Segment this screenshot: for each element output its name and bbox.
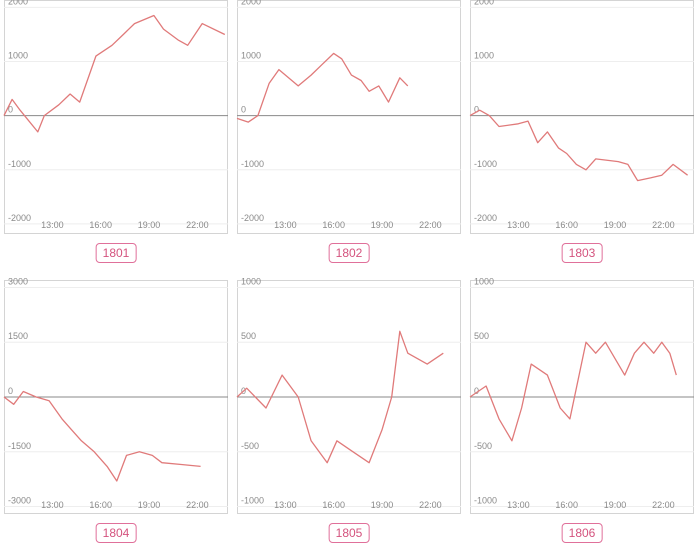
x-tick-label: 22:00 <box>419 220 442 230</box>
chart-panel-1802: 2000 1000 0 -1000 -2000 13:00 16:00 19:00 22:00 … <box>236 0 461 279</box>
y-tick-label: 0 <box>8 386 13 396</box>
x-tick-label: 19:00 <box>138 220 161 230</box>
y-tick-label: -2000 <box>474 213 497 223</box>
y-tick-label: 0 <box>241 105 246 115</box>
y-tick-label: 2000 <box>241 0 261 6</box>
chart-panel-1806: 1000 500 0 -500 -1000 13:00 16:00 19:00 22:00 18… <box>469 276 694 559</box>
chart-label-1805[interactable]: 1805 <box>328 523 370 543</box>
x-tick-label: 13:00 <box>41 220 64 230</box>
x-tick-label: 19:00 <box>138 500 161 510</box>
y-tick-label: 3000 <box>8 276 28 286</box>
x-tick-label: 19:00 <box>604 220 627 230</box>
x-tick-label: 22:00 <box>652 220 675 230</box>
y-tick-label: 1000 <box>474 51 494 61</box>
series-line <box>3 14 226 133</box>
y-tick-label: -1000 <box>241 159 264 169</box>
y-tick-label: 1000 <box>241 276 261 286</box>
series-line <box>3 390 201 482</box>
y-tick-label: -1000 <box>241 496 264 506</box>
x-tick-label: 22:00 <box>652 500 675 510</box>
y-tick-label: -3000 <box>8 496 31 506</box>
x-tick-label: 19:00 <box>371 220 394 230</box>
plot-frame <box>470 0 694 234</box>
chart-panel-1801: 2000 1000 0 -1000 -2000 13:00 16:00 19:00 22:00 … <box>3 0 228 279</box>
x-tick-label: 22:00 <box>419 500 442 510</box>
chart-panel-1805: 1000 500 0 -500 -1000 13:00 16:00 19:00 22:00 18… <box>236 276 461 559</box>
y-tick-label: 0 <box>474 386 479 396</box>
y-tick-label: 500 <box>241 331 256 341</box>
x-tick-label: 13:00 <box>274 220 297 230</box>
x-tick-label: 13:00 <box>507 500 530 510</box>
plot-frame <box>4 0 228 234</box>
x-tick-label: 22:00 <box>186 500 209 510</box>
y-tick-label: 1000 <box>241 51 261 61</box>
series-line <box>469 341 677 442</box>
x-tick-label: 22:00 <box>186 220 209 230</box>
chart-panel-1803: 2000 1000 0 -1000 -2000 13:00 16:00 19:00 22:00 … <box>469 0 694 279</box>
chart-label-1802[interactable]: 1802 <box>328 243 370 263</box>
x-tick-label: 16:00 <box>322 500 345 510</box>
y-tick-label: 0 <box>8 105 13 115</box>
x-tick-label: 16:00 <box>555 220 578 230</box>
chart-label-1804[interactable]: 1804 <box>95 523 137 543</box>
chart-label-1803[interactable]: 1803 <box>561 243 603 263</box>
x-tick-label: 16:00 <box>89 220 112 230</box>
chart-label-1801[interactable]: 1801 <box>95 243 137 263</box>
x-tick-label: 16:00 <box>555 500 578 510</box>
chart-panel-1804: 3000 1500 0 -1500 -3000 13:00 16:00 19:00 22:00 … <box>3 276 228 559</box>
y-tick-label: 2000 <box>474 0 494 6</box>
x-tick-label: 16:00 <box>89 500 112 510</box>
y-tick-label: -1500 <box>8 441 31 451</box>
y-tick-label: 1000 <box>474 276 494 286</box>
y-tick-label: -1000 <box>474 496 497 506</box>
y-tick-label: 1500 <box>8 331 28 341</box>
plot-frame <box>237 0 461 234</box>
plot-area: 2000 1000 0 -1000 -2000 13:00 16:00 19:00 22:00 <box>3 0 228 230</box>
y-tick-label: -1000 <box>8 159 31 169</box>
plot-area: 2000 1000 0 -1000 -2000 13:00 16:00 19:00 22:00 <box>236 0 461 230</box>
y-tick-label: 0 <box>474 105 479 115</box>
series-line <box>236 52 409 123</box>
plot-area: 3000 1500 0 -1500 -3000 13:00 16:00 19:00 22:00 <box>3 276 228 510</box>
series-line <box>236 330 444 464</box>
x-tick-label: 13:00 <box>41 500 64 510</box>
x-tick-label: 16:00 <box>322 220 345 230</box>
x-tick-label: 13:00 <box>274 500 297 510</box>
series-line <box>469 109 688 182</box>
y-tick-label: -500 <box>474 441 492 451</box>
chart-label-1806[interactable]: 1806 <box>561 523 603 543</box>
x-tick-label: 19:00 <box>604 500 627 510</box>
y-tick-label: -1000 <box>474 159 497 169</box>
y-tick-label: -2000 <box>241 213 264 223</box>
plot-area: 2000 1000 0 -1000 -2000 13:00 16:00 19:00 22:00 <box>469 0 694 230</box>
plot-area: 1000 500 0 -500 -1000 13:00 16:00 19:00 22:00 <box>469 276 694 510</box>
y-tick-label: -500 <box>241 441 259 451</box>
y-tick-label: -2000 <box>8 213 31 223</box>
y-tick-label: 500 <box>474 331 489 341</box>
y-tick-label: 1000 <box>8 51 28 61</box>
y-tick-label: 2000 <box>8 0 28 6</box>
x-tick-label: 13:00 <box>507 220 530 230</box>
x-tick-label: 19:00 <box>371 500 394 510</box>
